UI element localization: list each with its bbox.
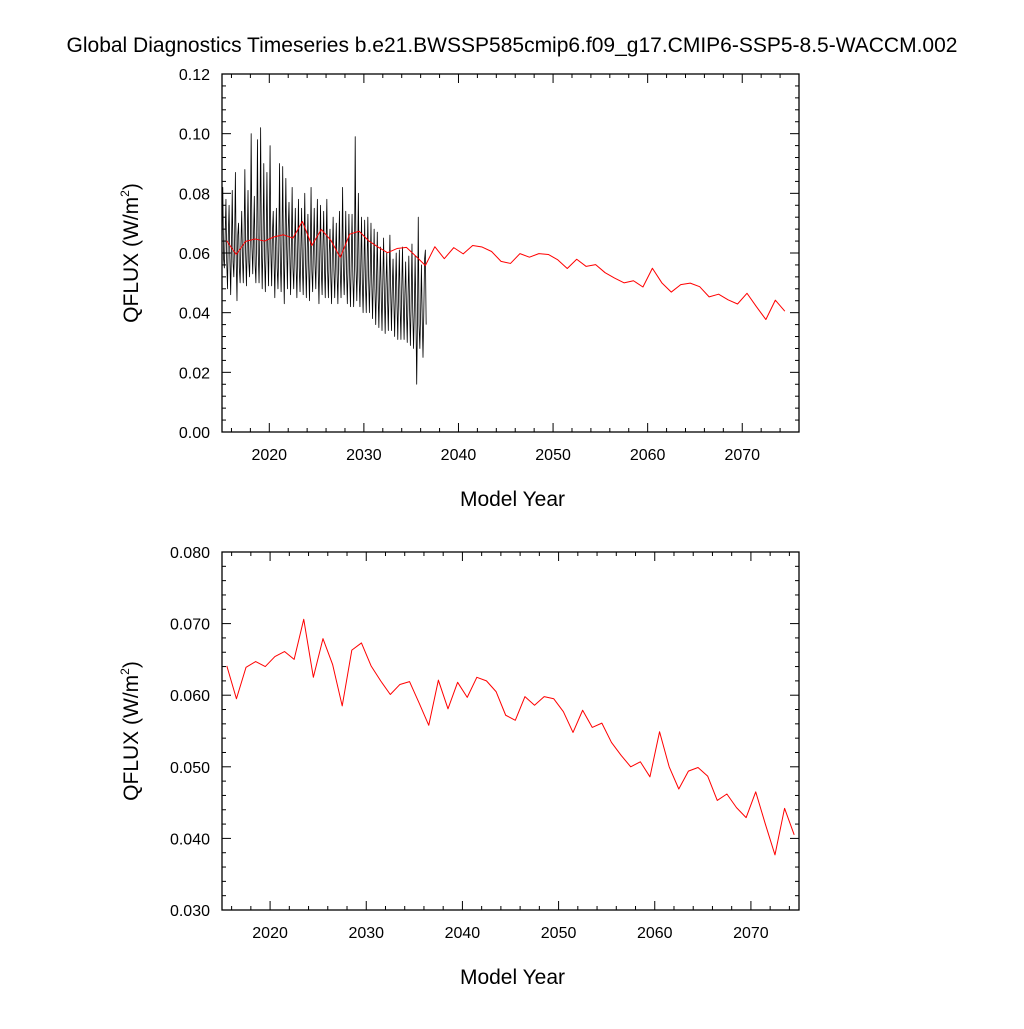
y-axis-title-main: QFLUX (W/m — [120, 675, 143, 801]
x-tick-label: 2070 — [724, 447, 760, 464]
y-tick-label: 0.08 — [179, 186, 210, 203]
top-panel: 2020 2030 2040 2050 2060 2070 0.00 0.02 0.04 0.06… — [118, 67, 800, 511]
y-tick-label: 0.040 — [170, 831, 210, 848]
y-tick-label: 0.050 — [170, 760, 210, 777]
plot-frame — [221, 551, 800, 911]
x-tick-label: 2040 — [445, 925, 481, 942]
y-axis-title: QFLUX (W/m2) — [118, 661, 143, 801]
y-axis-title-main: QFLUX (W/m — [120, 197, 143, 323]
figure-title: Global Diagnostics Timeseries b.e21.BWSS… — [66, 34, 958, 57]
x-tick-label: 2050 — [535, 447, 571, 464]
y-tick-label: 0.030 — [170, 903, 210, 920]
bottom-panel: 2020 2030 2040 2050 2060 2070 0.030 0.040 0.050 0… — [118, 545, 800, 989]
x-tick-label: 2030 — [348, 925, 384, 942]
y-tick-label: 0.080 — [170, 545, 210, 562]
annual-series-line — [226, 220, 786, 321]
y-axis-title-tail: ) — [120, 661, 143, 668]
annual-series-line — [226, 618, 795, 856]
x-tick-label: 2020 — [251, 447, 287, 464]
y-axis-title-superscript: 2 — [118, 668, 132, 675]
x-tick-label: 2070 — [733, 925, 769, 942]
y-tick-label: 0.060 — [170, 688, 210, 705]
y-tick-label: 0.04 — [179, 306, 210, 323]
monthly-series-line — [222, 127, 427, 385]
y-tick-label: 0.10 — [179, 127, 210, 144]
y-axis-title: QFLUX (W/m2) — [118, 183, 143, 323]
y-tick-label: 0.070 — [170, 617, 210, 634]
x-tick-label: 2060 — [637, 925, 673, 942]
y-axis-title-tail: ) — [120, 183, 143, 190]
y-axis-title-superscript: 2 — [118, 190, 132, 197]
x-axis-title: Model Year — [460, 488, 565, 511]
x-tick-label: 2050 — [541, 925, 577, 942]
y-tick-label: 0.02 — [179, 365, 210, 382]
x-tick-label: 2020 — [252, 925, 288, 942]
y-tick-label: 0.06 — [179, 246, 210, 263]
x-tick-label: 2060 — [630, 447, 666, 464]
x-tick-label: 2030 — [346, 447, 382, 464]
x-axis-title: Model Year — [460, 966, 565, 989]
y-tick-label: 0.00 — [179, 425, 210, 442]
x-tick-label: 2040 — [441, 447, 477, 464]
y-tick-label: 0.12 — [179, 67, 210, 84]
